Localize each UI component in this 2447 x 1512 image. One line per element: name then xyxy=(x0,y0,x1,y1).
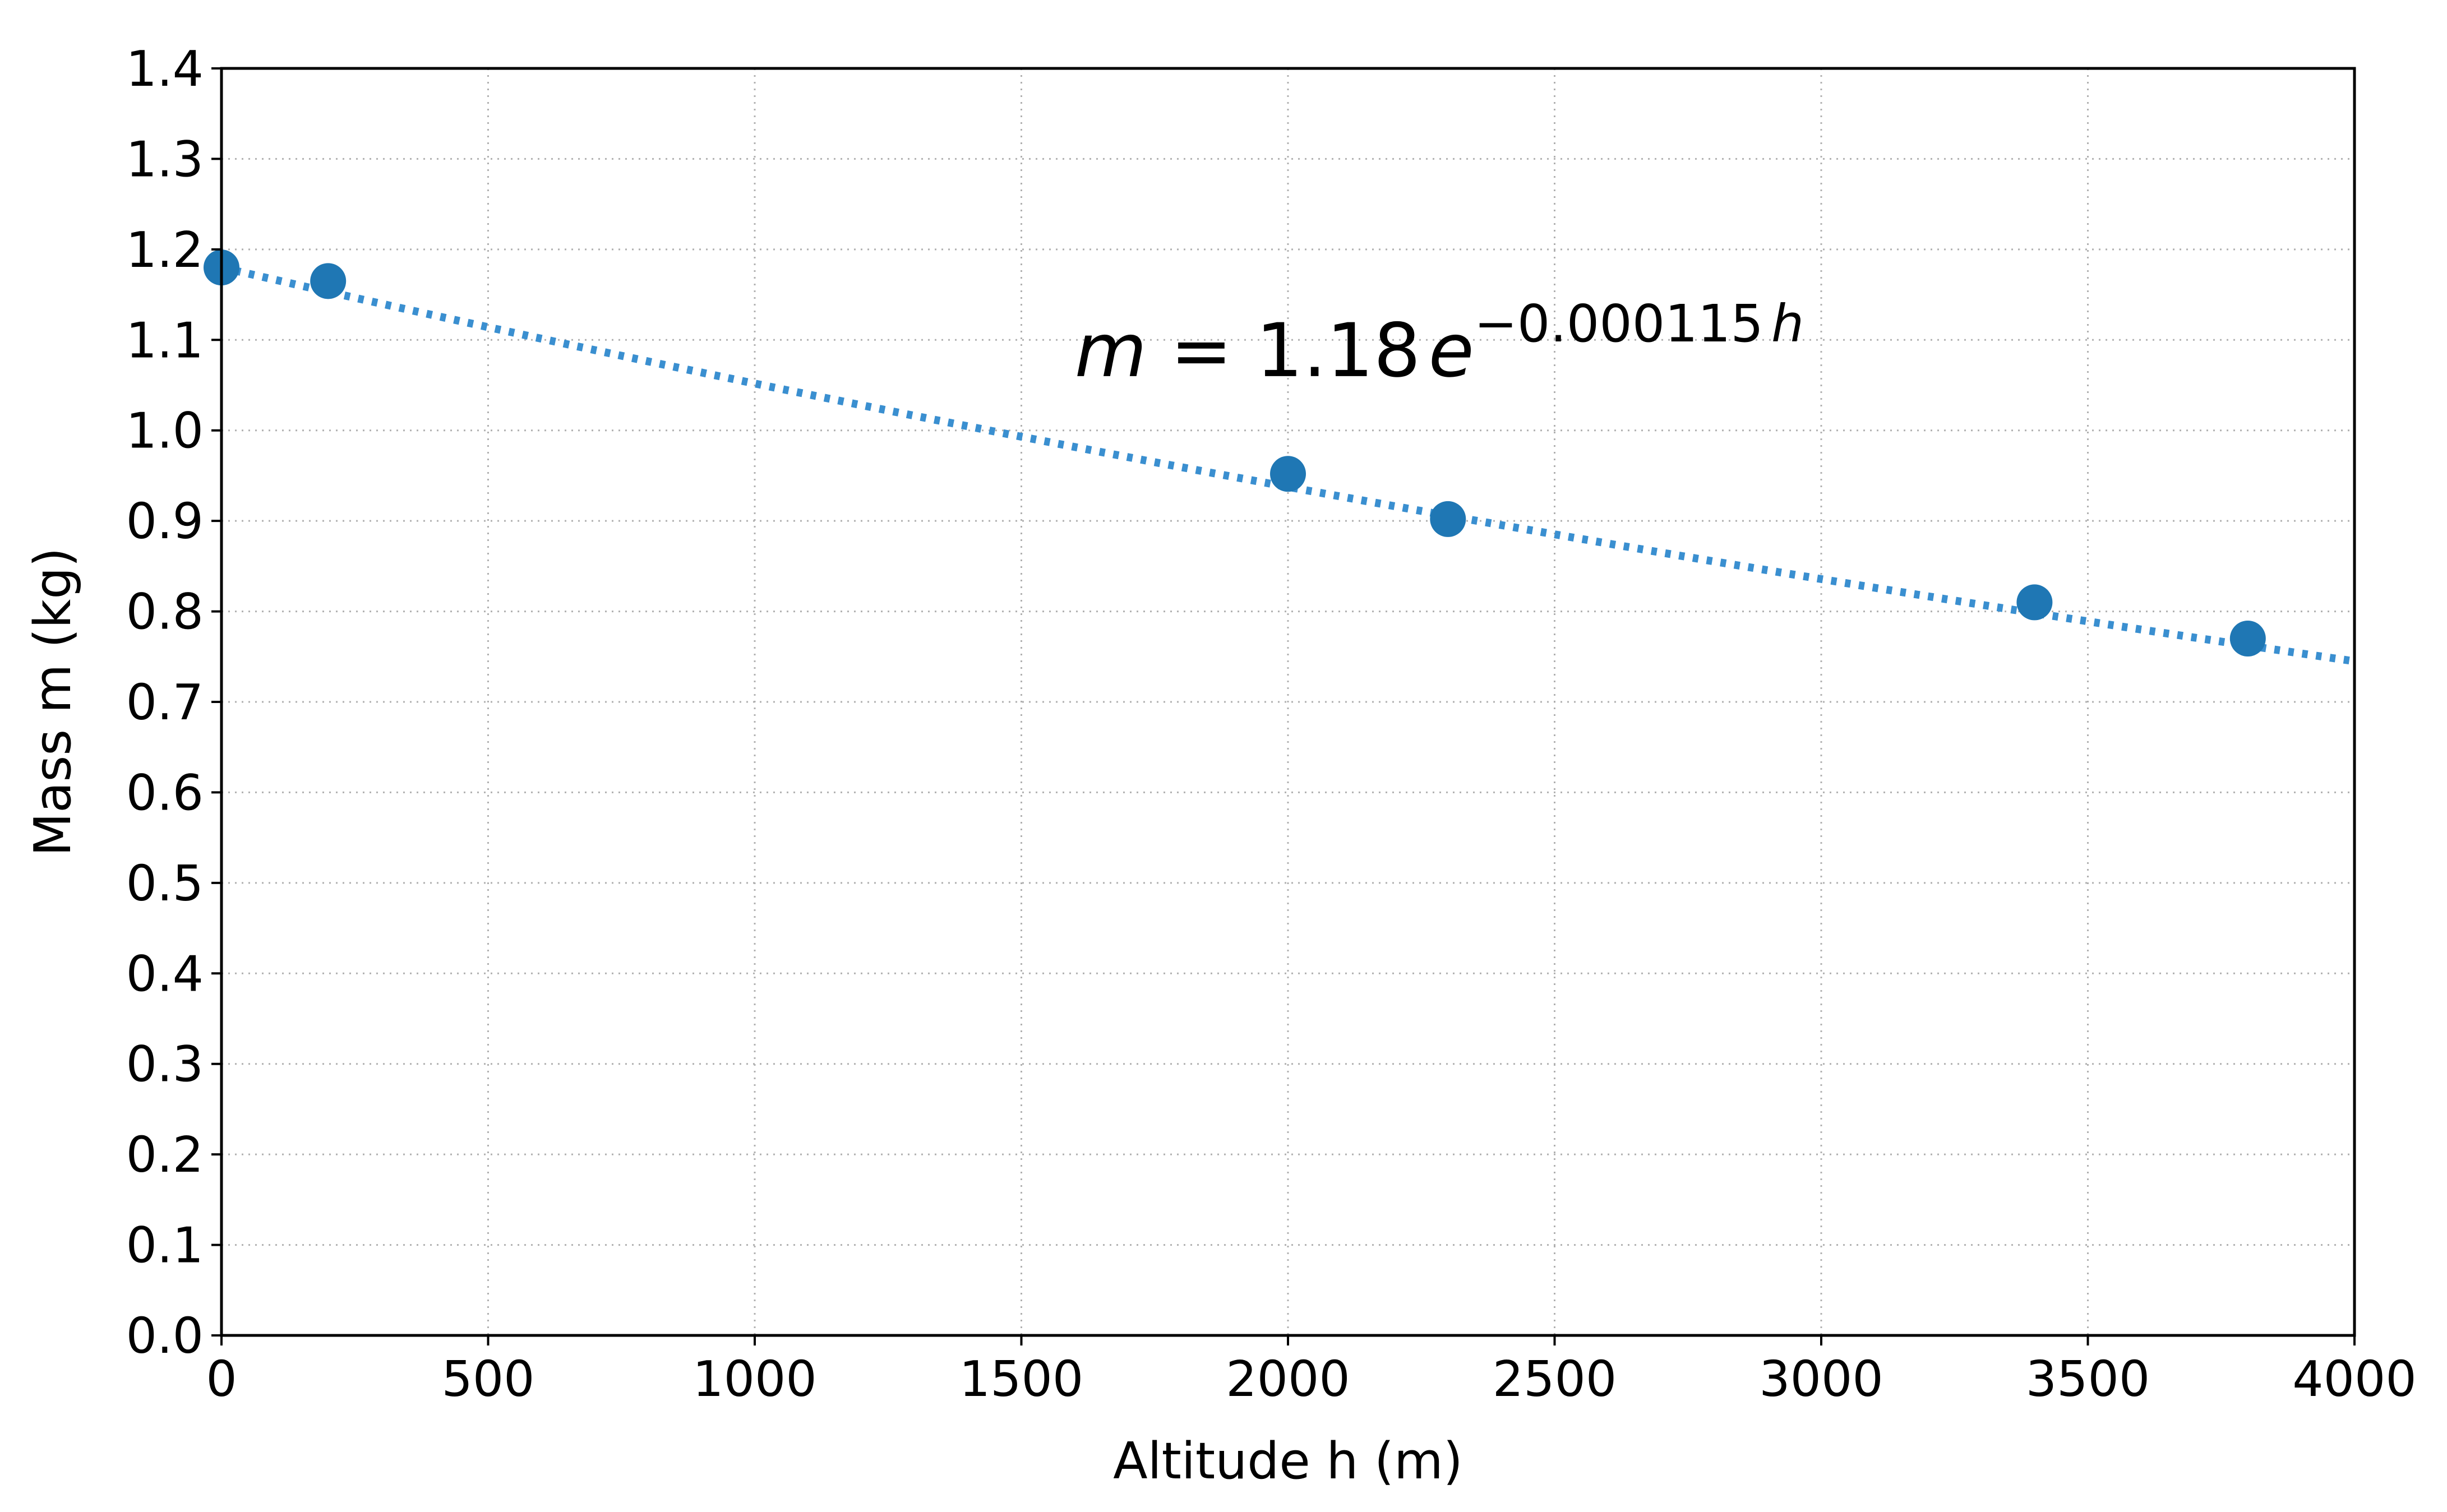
y-tick-label: 0.0 xyxy=(126,1307,204,1365)
x-tick-label: 2000 xyxy=(1226,1351,1350,1408)
equation-base: e xyxy=(1429,308,1474,394)
y-tick-label: 1.1 xyxy=(126,312,204,369)
y-tick-label: 1.4 xyxy=(126,40,204,98)
data-point xyxy=(2229,621,2266,656)
y-tick-label: 0.4 xyxy=(126,945,204,1002)
equation-exponent: −0.000115 xyxy=(1474,294,1763,354)
x-tick-label: 3500 xyxy=(2026,1351,2150,1408)
fit-curve-group xyxy=(220,263,2356,665)
y-tick-label: 0.6 xyxy=(126,764,204,821)
y-tick-label: 1.3 xyxy=(126,131,204,188)
x-tick-label: 0 xyxy=(206,1351,237,1408)
y-tick-label: 0.9 xyxy=(126,493,204,550)
y-tick-label: 0.8 xyxy=(126,584,204,641)
data-points xyxy=(204,249,2266,656)
y-axis-label: Mass m (kg) xyxy=(24,548,82,857)
y-tick-label: 0.5 xyxy=(126,855,204,912)
x-tick-label: 1000 xyxy=(692,1351,816,1408)
data-point xyxy=(1270,456,1306,492)
y-tick-label: 0.2 xyxy=(126,1126,204,1183)
x-tick-label: 1500 xyxy=(959,1351,1083,1408)
y-tick-label: 1.2 xyxy=(126,221,204,279)
x-axis-label: Altitude h (m) xyxy=(1113,1432,1463,1491)
y-tick-label: 1.0 xyxy=(126,403,204,460)
x-tick-label: 500 xyxy=(441,1351,534,1408)
y-tick-label: 0.7 xyxy=(126,674,204,731)
y-tick-label: 0.1 xyxy=(126,1217,204,1274)
fit-equation-annotation: m = 1.18 e−0.000115 h xyxy=(1075,294,1804,394)
x-tick-label: 4000 xyxy=(2292,1351,2416,1408)
data-point xyxy=(1430,501,1466,537)
x-axis-ticks: 0 500 1000 1500 2000 2500 3000 3500 4000 xyxy=(206,1335,2417,1408)
equation-exponent-variable: h xyxy=(1771,294,1804,354)
x-tick-label: 2500 xyxy=(1493,1351,1617,1408)
equation-equals: = xyxy=(1147,308,1256,394)
fit-curve xyxy=(220,263,2356,665)
data-point xyxy=(2016,584,2053,621)
y-tick-label: 0.3 xyxy=(126,1036,204,1093)
data-point xyxy=(310,263,347,299)
equation-coefficient: 1.18 xyxy=(1256,308,1421,394)
x-tick-label: 3000 xyxy=(1759,1351,1883,1408)
equation-lhs: m xyxy=(1075,308,1147,394)
y-axis-ticks: 0.0 0.1 0.2 0.3 0.4 0.5 0.6 0.7 0.8 0.9 1.0 1.1 1.2 1… xyxy=(126,40,221,1365)
grid xyxy=(221,68,2354,1335)
